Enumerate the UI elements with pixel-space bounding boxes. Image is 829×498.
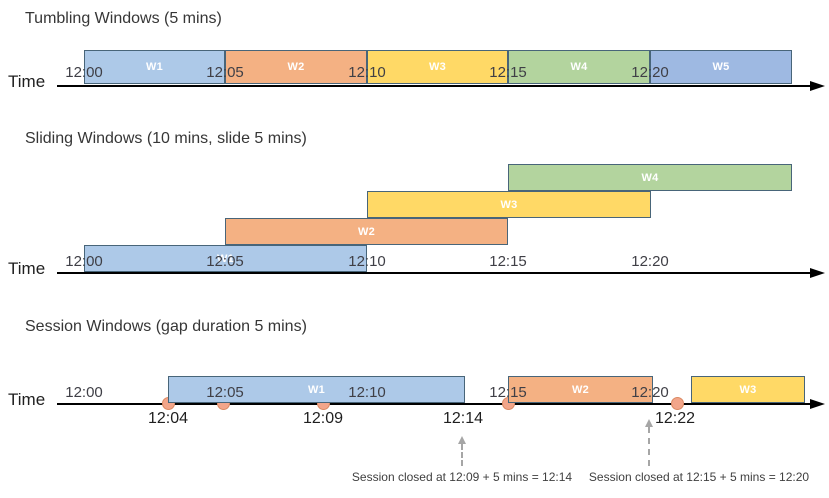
axis-tick-label: 12:20 — [631, 384, 669, 401]
window-label: W4 — [641, 171, 659, 184]
window-label: W2 — [357, 225, 376, 238]
window-bar-tumbling-w1: W1 — [84, 50, 225, 84]
axis-tick-label: 12:10 — [348, 253, 386, 270]
window-bar-tumbling-w3: W3 — [367, 50, 508, 84]
time-axis-arrowhead-tumbling — [810, 80, 825, 91]
axis-tick-label: 12:05 — [206, 253, 244, 270]
window-bar-session-w1: W1 — [168, 376, 465, 403]
axis-tick-label: 12:20 — [631, 253, 669, 270]
window-label: W3 — [428, 61, 447, 73]
window-label: W2 — [287, 61, 305, 73]
window-label: W5 — [712, 61, 730, 73]
time-axis-label-session: Time — [8, 390, 46, 409]
axis-tick-label: 12:00 — [65, 253, 103, 270]
dashed-up-arrow-line — [648, 427, 650, 466]
axis-tick-label: 12:05 — [206, 64, 244, 81]
time-axis-arrowhead-sliding — [810, 267, 825, 278]
axis-tick-label: 12:15 — [489, 64, 527, 81]
window-bar-tumbling-w4: W4 — [508, 50, 650, 84]
axis-tick-label: 12:15 — [489, 384, 527, 401]
window-label: W3 — [739, 383, 757, 396]
section-title-tumbling: Tumbling Windows (5 mins) — [25, 10, 222, 27]
section-title-session: Session Windows (gap duration 5 mins) — [25, 318, 307, 335]
dashed-up-arrow-head — [457, 436, 466, 444]
window-label: W2 — [571, 383, 590, 396]
window-bar-session-w3: W3 — [691, 376, 805, 403]
axis-tick-label: 12:10 — [348, 384, 386, 401]
dashed-up-arrow-head — [644, 419, 653, 427]
window-bar-sliding-w4: W4 — [508, 164, 792, 191]
event-time-label: 12:04 — [147, 410, 189, 427]
axis-tick-label: 12:20 — [631, 64, 669, 81]
time-axis-line-tumbling — [57, 85, 812, 87]
window-bar-tumbling-w5: W5 — [650, 50, 792, 84]
event-time-label: 12:22 — [654, 410, 696, 427]
session-closed-annotation: Session closed at 12:15 + 5 mins = 12:20 — [588, 470, 810, 484]
window-label: W4 — [570, 61, 588, 73]
time-axis-label-sliding: Time — [8, 259, 46, 278]
axis-tick-label: 12:15 — [489, 253, 527, 270]
time-axis-arrowhead-session — [810, 398, 825, 409]
event-time-label: 12:09 — [302, 410, 344, 427]
time-axis-line-sliding — [57, 272, 812, 274]
window-label: W1 — [307, 383, 326, 396]
window-label: W3 — [500, 198, 518, 211]
time-axis-label-tumbling: Time — [8, 72, 46, 91]
window-label: W1 — [145, 61, 164, 73]
event-time-label: 12:14 — [442, 410, 484, 427]
axis-tick-label: 12:10 — [348, 64, 386, 81]
event-dot — [670, 397, 684, 410]
window-bar-sliding-w2: W2 — [225, 218, 508, 245]
window-bar-tumbling-w2: W2 — [225, 50, 367, 84]
window-label: W1 — [216, 252, 235, 265]
window-bar-sliding-w1: W1 — [84, 245, 367, 272]
time-axis-line-session — [57, 403, 812, 405]
section-title-sliding: Sliding Windows (10 mins, slide 5 mins) — [25, 130, 307, 147]
axis-tick-label: 12:05 — [206, 384, 244, 401]
session-closed-annotation: Session closed at 12:09 + 5 mins = 12:14 — [351, 470, 573, 484]
dashed-up-arrow-line — [461, 444, 463, 466]
axis-tick-label: 12:00 — [65, 64, 103, 81]
window-bar-session-w2: W2 — [508, 376, 653, 403]
window-bar-sliding-w3: W3 — [367, 191, 651, 218]
axis-tick-label: 12:00 — [65, 384, 103, 401]
